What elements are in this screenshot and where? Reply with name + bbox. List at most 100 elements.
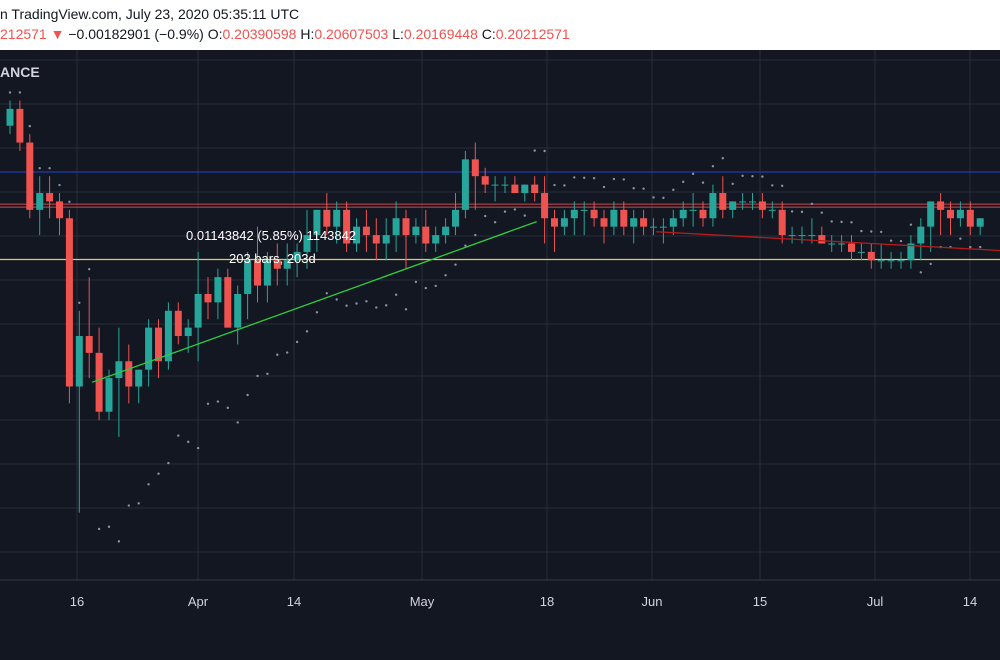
candle-body <box>491 184 499 186</box>
candle <box>16 100 24 151</box>
sar-dot <box>691 172 695 176</box>
candle <box>501 176 509 194</box>
candle-body <box>353 226 360 244</box>
candle-body <box>798 235 806 237</box>
candle <box>798 226 806 244</box>
candle-body <box>244 260 252 294</box>
candle <box>758 193 766 219</box>
candle <box>293 243 301 278</box>
sar-dot <box>38 166 41 170</box>
candle <box>610 201 618 236</box>
candle <box>382 218 390 261</box>
sar-dot <box>256 374 259 378</box>
sar-dot <box>493 221 497 224</box>
candle-body <box>46 193 54 202</box>
measure-price-label: 0.01143842 (5.85%) 1143842 <box>186 228 357 243</box>
sar-dot <box>58 183 61 187</box>
sar-dot <box>276 353 279 356</box>
candle <box>768 201 776 219</box>
sar-dot <box>226 406 229 410</box>
candle <box>828 235 836 252</box>
candle-body <box>867 251 875 261</box>
sar-dot <box>840 220 843 224</box>
sar-dot <box>800 210 804 214</box>
candle <box>244 251 252 320</box>
x-tick-label: May <box>410 594 435 609</box>
candle-body <box>224 277 232 328</box>
candle <box>412 218 420 244</box>
candle-body <box>303 235 311 252</box>
candle <box>105 369 113 421</box>
sar-dot <box>484 214 487 218</box>
close-label: C: <box>481 26 496 42</box>
candle <box>95 327 103 421</box>
candle-body <box>65 218 73 387</box>
candle-body <box>758 201 766 210</box>
candle-body <box>402 218 410 236</box>
candle <box>135 369 143 404</box>
candle-body <box>788 235 796 237</box>
candle-body <box>838 243 846 245</box>
candle-body <box>877 260 885 262</box>
sar-dot <box>8 91 12 94</box>
candle-body <box>273 260 281 269</box>
sar-dot <box>424 286 427 290</box>
candle-body <box>362 226 370 236</box>
candle-body <box>263 260 271 286</box>
candle-body <box>531 184 539 194</box>
sar-dot <box>107 525 111 528</box>
candle <box>590 201 598 227</box>
candle <box>966 201 974 236</box>
candle <box>729 201 737 219</box>
candle <box>362 209 370 252</box>
candle-body <box>541 193 549 219</box>
candle-body <box>382 235 390 244</box>
sar-dot <box>850 221 853 224</box>
sar-dot <box>216 400 220 403</box>
candle-body <box>917 226 925 244</box>
candle-body <box>164 310 172 362</box>
sar-dot <box>523 214 526 217</box>
candle <box>867 243 875 269</box>
candle <box>659 218 667 244</box>
candle-body <box>857 251 865 253</box>
candle-body <box>372 235 380 244</box>
candle <box>709 184 717 227</box>
candle <box>491 176 499 202</box>
candle-body <box>481 176 489 185</box>
sar-dot <box>295 340 299 344</box>
sar-dot <box>474 233 477 237</box>
candle-body <box>897 260 905 262</box>
candle-body <box>432 235 440 244</box>
candle <box>263 251 271 303</box>
candle-body <box>323 209 331 227</box>
candle <box>125 344 133 404</box>
x-tick-label: 18 <box>540 594 554 609</box>
candle-body <box>75 336 83 387</box>
trend-lines[interactable] <box>91 221 1000 383</box>
sar-dot <box>583 176 586 180</box>
candle-body <box>551 218 558 227</box>
candle-body <box>125 361 133 387</box>
sar-dot <box>513 208 517 211</box>
candle <box>75 310 83 513</box>
candle <box>689 193 697 227</box>
candle-body <box>848 243 855 252</box>
candle-body <box>333 209 341 227</box>
candle <box>234 285 242 345</box>
trend-line-red[interactable] <box>656 231 1000 255</box>
candle <box>26 134 34 219</box>
candle <box>778 201 786 244</box>
candle-body <box>610 209 618 227</box>
sar-dot <box>741 174 744 178</box>
candle <box>174 302 182 345</box>
low-label: L: <box>392 26 404 42</box>
candle <box>323 193 331 236</box>
sar-dot <box>88 267 91 271</box>
trend-line-green[interactable] <box>91 221 537 383</box>
sar-dot <box>751 175 754 178</box>
sar-dot <box>127 504 130 507</box>
candle <box>442 218 450 244</box>
candle <box>164 302 172 370</box>
